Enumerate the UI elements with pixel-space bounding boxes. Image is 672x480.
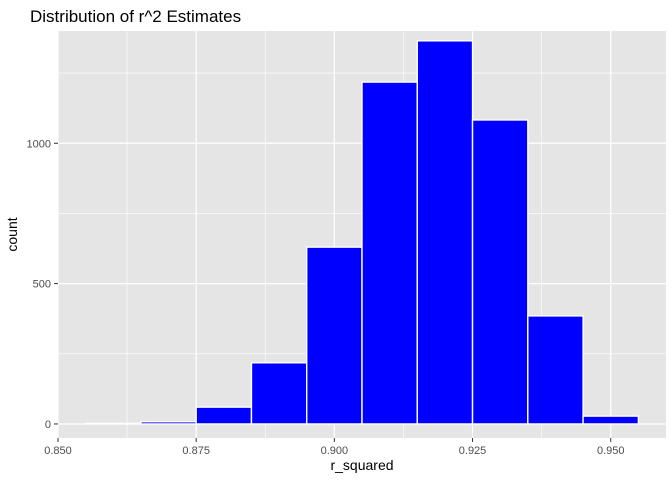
chart-title: Distribution of r^2 Estimates xyxy=(30,7,241,26)
y-axis: 0 500 1000 xyxy=(27,138,58,431)
y-axis-title: count xyxy=(4,217,20,251)
x-tick-label: 0.950 xyxy=(597,445,625,457)
histogram-bar xyxy=(306,246,363,425)
x-tick-label: 0.850 xyxy=(44,445,72,457)
histogram-bar xyxy=(471,119,529,425)
histogram-bar xyxy=(527,315,584,425)
histogram-bar xyxy=(361,81,418,425)
histogram-bars xyxy=(84,40,640,425)
x-axis: 0.850 0.875 0.900 0.925 0.950 xyxy=(44,438,624,457)
x-tick-label: 0.900 xyxy=(321,445,349,457)
x-tick-label: 0.875 xyxy=(182,445,210,457)
x-tick-label: 0.925 xyxy=(459,445,487,457)
histogram-bar xyxy=(84,422,142,425)
histogram-bar xyxy=(140,421,197,425)
histogram-bar xyxy=(416,40,474,425)
histogram-bar xyxy=(250,362,308,425)
histogram-bar xyxy=(582,415,640,425)
y-tick-label: 500 xyxy=(33,279,51,291)
y-tick-label: 1000 xyxy=(27,138,51,150)
histogram-bar xyxy=(195,406,253,425)
x-axis-title: r_squared xyxy=(330,457,393,473)
y-tick-label: 0 xyxy=(45,419,51,431)
